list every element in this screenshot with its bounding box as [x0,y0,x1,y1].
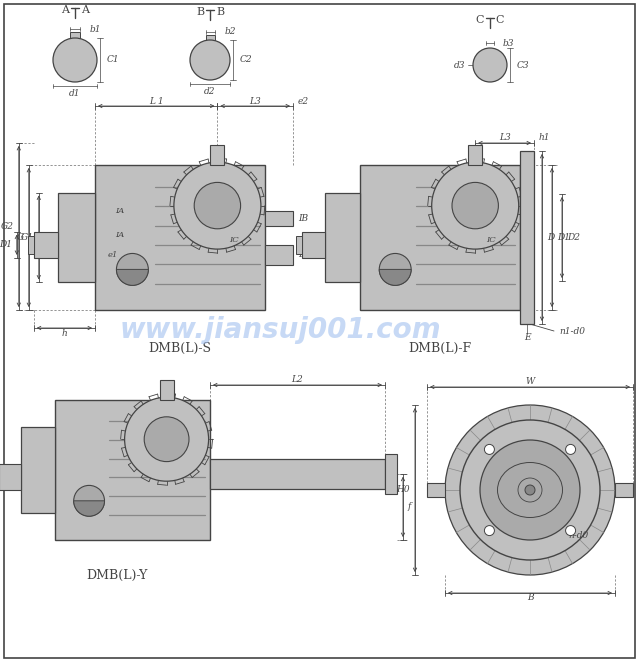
Circle shape [125,397,208,481]
Circle shape [525,485,535,495]
Text: D: D [547,233,554,242]
Bar [296,236,302,254]
Circle shape [432,162,519,249]
Bar [302,232,325,258]
Text: B: B [216,7,224,17]
Bar [34,232,58,258]
Text: d2: d2 [204,87,216,95]
Circle shape [484,444,495,454]
Circle shape [53,38,97,82]
Text: L3: L3 [249,97,261,105]
Circle shape [445,405,615,575]
Text: L 1: L 1 [149,97,164,105]
Text: IC: IC [486,236,496,244]
Text: n-d0: n-d0 [569,531,589,540]
Text: G2: G2 [1,222,14,231]
Circle shape [566,444,576,454]
Circle shape [452,183,498,229]
Bar [58,193,95,283]
Bar [427,483,445,497]
Circle shape [460,420,600,560]
Text: G1: G1 [21,233,34,242]
Text: L2: L2 [291,375,304,385]
Text: DMB(L)-F: DMB(L)-F [408,342,472,354]
Text: D2: D2 [567,233,580,242]
Wedge shape [380,269,411,285]
Circle shape [380,254,411,285]
Bar [0,465,21,490]
Text: DMB(L)-S: DMB(L)-S [148,342,212,354]
Text: b1: b1 [90,24,102,34]
Text: G: G [17,233,24,242]
Wedge shape [116,269,148,285]
Text: B: B [527,594,534,602]
Text: h: h [61,328,67,338]
Text: W: W [525,377,535,387]
Text: C1: C1 [107,56,119,64]
Circle shape [174,162,261,249]
Text: b2: b2 [224,28,236,36]
Text: C3: C3 [517,60,530,70]
Text: A: A [81,5,89,15]
Text: IB: IB [298,250,308,260]
Bar [55,400,210,540]
Text: E: E [524,332,530,342]
Text: DMB(L)-Y: DMB(L)-Y [86,569,148,581]
Text: IC: IC [229,236,239,244]
Circle shape [473,48,507,82]
Circle shape [484,526,495,536]
Bar [615,483,633,497]
Text: D1: D1 [0,240,12,250]
Bar [70,32,80,40]
Text: D1: D1 [557,233,570,242]
Bar [360,165,520,310]
Text: n1-d0: n1-d0 [559,328,585,336]
Circle shape [73,485,105,516]
Bar [206,35,215,42]
Text: h1: h1 [539,134,551,142]
Text: A: A [61,5,69,15]
Text: b3: b3 [502,38,514,48]
Wedge shape [73,500,105,516]
Text: www.jiansuj001.com: www.jiansuj001.com [119,316,441,344]
Circle shape [194,183,241,229]
Text: B: B [196,7,204,17]
Bar [28,236,34,254]
Circle shape [480,440,580,540]
Text: IA: IA [116,230,125,238]
Text: d1: d1 [69,89,81,97]
Text: IC: IC [229,205,239,213]
Circle shape [190,40,230,80]
Text: IA: IA [116,207,125,215]
Text: e2: e2 [298,97,309,105]
Circle shape [116,254,148,285]
Text: C: C [496,15,504,25]
Text: L3: L3 [498,134,511,142]
Text: IC: IC [486,205,496,213]
Text: f: f [408,502,412,512]
Bar [160,380,174,400]
Circle shape [144,417,189,461]
Bar [520,151,534,324]
Text: IB: IB [298,214,308,223]
Bar [468,145,482,165]
Bar [325,193,360,283]
Circle shape [566,526,576,536]
Bar [210,459,385,489]
Text: C: C [476,15,484,25]
Bar [21,426,55,514]
Bar [95,165,265,310]
Text: H0: H0 [396,485,410,495]
Text: d3: d3 [454,60,465,70]
Text: e1: e1 [108,251,118,259]
Bar [385,453,397,494]
Bar [210,145,224,165]
Text: C2: C2 [240,56,252,64]
Bar [265,245,293,265]
Bar [265,211,293,226]
